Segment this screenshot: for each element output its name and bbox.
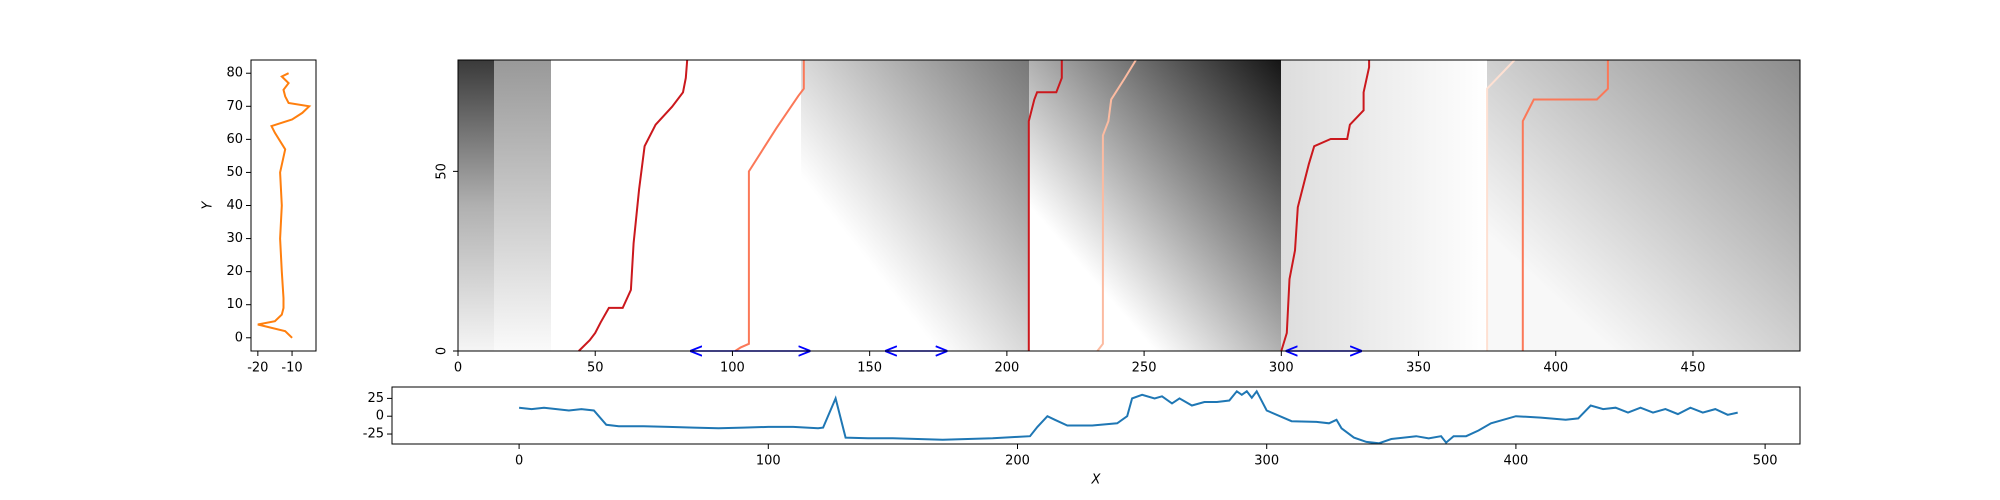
x-tick-label: 400 [1503, 454, 1528, 469]
x-tick-label: 200 [1005, 454, 1030, 469]
heatmap-block [494, 60, 551, 351]
x-tick-label: -10 [281, 361, 302, 376]
heatmap-block [801, 60, 1029, 351]
series-line [578, 59, 689, 352]
y-tick-label: 30 [226, 231, 243, 246]
heatmap-image [458, 60, 1800, 351]
heatmap-block [1029, 60, 1281, 351]
axes-frame [391, 386, 1801, 445]
x-tick-label: -20 [247, 361, 268, 376]
y-tick-label: 70 [226, 99, 243, 114]
y-tick-label: 0 [376, 409, 384, 424]
x-tick-label: 500 [1753, 454, 1778, 469]
series-line [1486, 59, 1516, 351]
series-line [257, 72, 312, 339]
y-tick-label: 40 [226, 198, 243, 213]
x-tick-label: 300 [1269, 361, 1294, 376]
x-axis-label: X [1091, 473, 1102, 488]
series-line [1521, 60, 1609, 351]
x-tick-label: 450 [1681, 361, 1706, 376]
x-tick-label: 300 [1254, 454, 1279, 469]
series-line [1027, 60, 1063, 351]
x-tick-label: 150 [857, 361, 882, 376]
y-tick-label: 25 [367, 391, 384, 406]
x-tick-label: 200 [994, 361, 1019, 376]
y-tick-label: 80 [226, 66, 243, 81]
series-line [1096, 59, 1137, 352]
y-axis-label: Y [201, 200, 216, 209]
y-tick-label: 0 [435, 347, 450, 355]
y-tick-label: 0 [235, 330, 243, 345]
x-tick-label: 100 [720, 361, 745, 376]
y-tick-label: 50 [226, 165, 243, 180]
x-tick-label: 0 [454, 361, 462, 376]
series-line [734, 60, 805, 352]
x-tick-label: 50 [587, 361, 604, 376]
x-tick-label: 100 [756, 454, 781, 469]
x-tick-label: 400 [1543, 361, 1568, 376]
y-tick-label: -25 [363, 427, 384, 442]
x-tick-label: 250 [1132, 361, 1157, 376]
x-tick-label: 350 [1406, 361, 1431, 376]
series-line [518, 389, 1738, 445]
series-line [1280, 60, 1371, 352]
x-tick-label: 0 [515, 454, 523, 469]
y-tick-label: 50 [435, 163, 450, 180]
y-tick-label: 60 [226, 132, 243, 147]
heatmap-block [1487, 60, 1800, 351]
y-tick-label: 20 [226, 264, 243, 279]
heatmap-block [1281, 60, 1487, 351]
y-tick-label: 10 [226, 297, 243, 312]
axes-frame [457, 59, 1801, 352]
heatmap-block [458, 60, 494, 351]
